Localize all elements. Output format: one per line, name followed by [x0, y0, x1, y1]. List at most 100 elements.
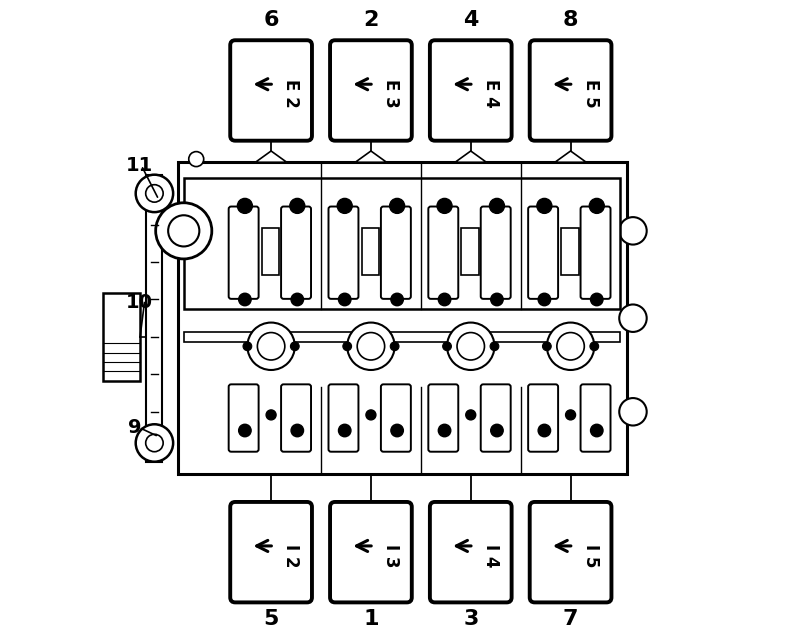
- Circle shape: [491, 424, 504, 437]
- FancyBboxPatch shape: [229, 207, 259, 299]
- Text: 9: 9: [128, 418, 141, 437]
- Circle shape: [136, 424, 173, 462]
- Circle shape: [243, 342, 251, 351]
- Circle shape: [390, 342, 399, 351]
- Circle shape: [489, 198, 504, 214]
- Circle shape: [247, 322, 294, 370]
- Text: I 4: I 4: [482, 544, 500, 567]
- FancyBboxPatch shape: [381, 207, 411, 299]
- Circle shape: [347, 322, 395, 370]
- FancyBboxPatch shape: [281, 207, 311, 299]
- FancyBboxPatch shape: [330, 502, 412, 602]
- Polygon shape: [555, 151, 587, 162]
- Bar: [461, 228, 479, 274]
- FancyBboxPatch shape: [480, 207, 511, 299]
- Text: I 3: I 3: [382, 544, 400, 567]
- Circle shape: [291, 424, 303, 437]
- Circle shape: [457, 332, 484, 360]
- Circle shape: [189, 152, 203, 167]
- FancyBboxPatch shape: [528, 207, 558, 299]
- Text: 8: 8: [563, 9, 579, 30]
- Text: 1: 1: [363, 609, 379, 629]
- FancyBboxPatch shape: [530, 502, 611, 602]
- FancyBboxPatch shape: [480, 384, 511, 452]
- FancyBboxPatch shape: [581, 207, 610, 299]
- Circle shape: [591, 424, 603, 437]
- FancyBboxPatch shape: [430, 502, 512, 602]
- Text: 2: 2: [363, 9, 378, 30]
- Circle shape: [358, 332, 385, 360]
- Text: 4: 4: [463, 9, 479, 30]
- Circle shape: [466, 410, 476, 420]
- Circle shape: [538, 424, 551, 437]
- Text: E 3: E 3: [382, 79, 400, 108]
- Circle shape: [290, 198, 305, 214]
- FancyBboxPatch shape: [530, 40, 611, 141]
- Text: E 5: E 5: [582, 79, 599, 108]
- Circle shape: [391, 424, 403, 437]
- Circle shape: [490, 342, 499, 351]
- Circle shape: [543, 342, 551, 351]
- Circle shape: [438, 424, 451, 437]
- Circle shape: [343, 342, 352, 351]
- Circle shape: [291, 293, 303, 306]
- Text: I 5: I 5: [582, 544, 599, 567]
- Circle shape: [438, 293, 451, 306]
- Bar: [561, 228, 579, 274]
- Circle shape: [590, 342, 598, 351]
- Text: 5: 5: [263, 609, 279, 629]
- Circle shape: [136, 174, 173, 212]
- Circle shape: [266, 410, 276, 420]
- Circle shape: [146, 434, 163, 452]
- Text: 10: 10: [126, 293, 152, 312]
- FancyBboxPatch shape: [381, 384, 411, 452]
- Circle shape: [156, 203, 211, 259]
- Circle shape: [589, 198, 604, 214]
- Text: 6: 6: [263, 9, 279, 30]
- Circle shape: [338, 198, 352, 214]
- Circle shape: [619, 217, 646, 245]
- FancyBboxPatch shape: [329, 384, 358, 452]
- Circle shape: [239, 424, 251, 437]
- FancyBboxPatch shape: [429, 384, 458, 452]
- Bar: [184, 332, 621, 342]
- Circle shape: [491, 293, 504, 306]
- Bar: [103, 293, 140, 380]
- Polygon shape: [255, 151, 286, 162]
- Circle shape: [538, 293, 551, 306]
- FancyBboxPatch shape: [430, 40, 512, 141]
- Circle shape: [437, 198, 452, 214]
- Circle shape: [258, 332, 285, 360]
- FancyBboxPatch shape: [581, 384, 610, 452]
- Circle shape: [168, 216, 200, 246]
- Circle shape: [566, 410, 575, 420]
- Polygon shape: [455, 151, 486, 162]
- Text: 3: 3: [463, 609, 479, 629]
- Circle shape: [447, 322, 495, 370]
- Circle shape: [239, 293, 251, 306]
- Circle shape: [547, 322, 595, 370]
- FancyBboxPatch shape: [329, 207, 358, 299]
- Bar: [262, 228, 279, 274]
- Circle shape: [619, 305, 646, 332]
- FancyBboxPatch shape: [229, 384, 259, 452]
- FancyBboxPatch shape: [231, 40, 312, 141]
- Circle shape: [338, 293, 351, 306]
- Bar: [184, 178, 621, 309]
- Circle shape: [146, 185, 163, 202]
- FancyBboxPatch shape: [429, 207, 458, 299]
- Circle shape: [537, 198, 552, 214]
- FancyBboxPatch shape: [177, 162, 626, 474]
- Circle shape: [619, 398, 646, 425]
- Circle shape: [290, 342, 299, 351]
- Circle shape: [591, 293, 603, 306]
- FancyBboxPatch shape: [330, 40, 412, 141]
- Bar: [146, 174, 162, 462]
- FancyBboxPatch shape: [281, 384, 311, 452]
- Circle shape: [443, 342, 452, 351]
- Text: 7: 7: [563, 609, 579, 629]
- Circle shape: [338, 424, 351, 437]
- Circle shape: [389, 198, 405, 214]
- Text: E 4: E 4: [482, 79, 500, 108]
- Circle shape: [237, 198, 252, 214]
